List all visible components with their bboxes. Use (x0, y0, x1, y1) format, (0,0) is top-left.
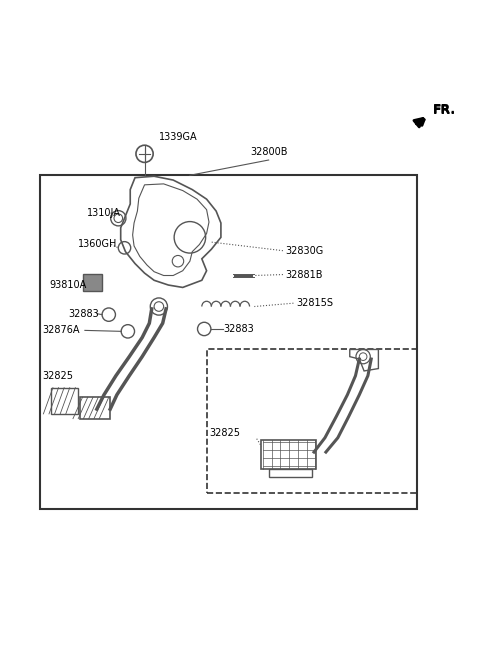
Text: 32881B: 32881B (285, 270, 323, 279)
Text: 32883: 32883 (68, 309, 99, 319)
Text: 32815S: 32815S (296, 298, 333, 308)
Text: 1360GH: 1360GH (78, 239, 117, 249)
Text: 32800B: 32800B (250, 147, 288, 157)
Text: 32825: 32825 (209, 428, 240, 438)
Polygon shape (83, 274, 102, 291)
Text: FR.: FR. (433, 104, 456, 117)
Bar (206, 350, 417, 493)
Text: FR.: FR. (433, 104, 456, 116)
Text: 93810A: 93810A (49, 280, 86, 290)
Text: 1339GA: 1339GA (159, 132, 197, 142)
Text: 1310JA: 1310JA (87, 207, 121, 218)
Text: 32883: 32883 (223, 324, 254, 334)
Text: 32876A: 32876A (42, 325, 80, 335)
Bar (39, 175, 417, 509)
Text: 32825: 32825 (42, 371, 73, 380)
Text: 32830G: 32830G (285, 246, 324, 256)
